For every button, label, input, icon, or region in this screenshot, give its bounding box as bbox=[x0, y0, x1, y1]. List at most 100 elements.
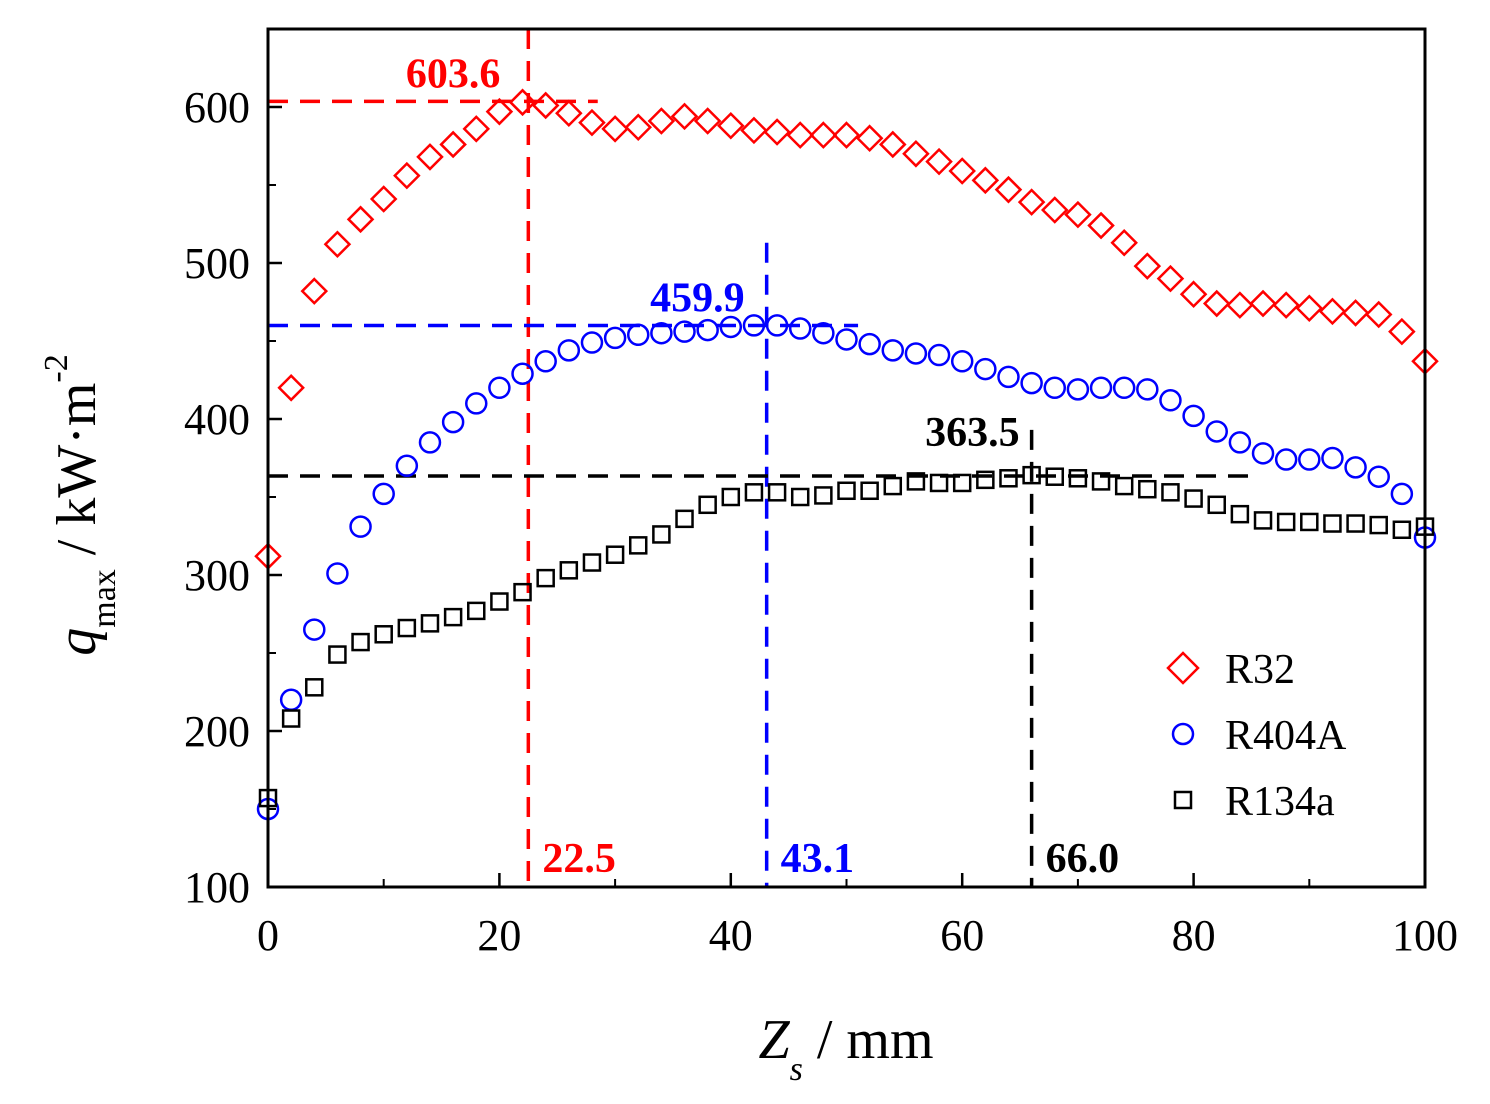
peak-position-label: 43.1 bbox=[781, 836, 855, 882]
r32-point bbox=[693, 107, 722, 135]
r404a-point bbox=[1182, 404, 1205, 428]
r404a-point bbox=[974, 357, 997, 381]
r134a-point bbox=[582, 553, 602, 572]
y-axis-title-sup: -2 bbox=[38, 354, 75, 382]
r134a-point bbox=[1207, 495, 1226, 515]
r134a-point bbox=[1184, 489, 1203, 508]
r32-point bbox=[763, 118, 791, 146]
r32-point bbox=[925, 147, 953, 176]
r134a-point bbox=[536, 568, 555, 588]
x-axis-title: Zs / mm bbox=[758, 1009, 933, 1088]
r134a-point bbox=[1091, 472, 1111, 491]
r32-point bbox=[531, 91, 560, 120]
r134a-point bbox=[906, 472, 926, 491]
r32-point bbox=[1272, 291, 1300, 319]
r32-point bbox=[624, 113, 653, 142]
r134a-point bbox=[443, 607, 463, 627]
r404a-point bbox=[279, 688, 303, 712]
x-axis-title-sub: s bbox=[790, 1051, 803, 1088]
r32-point bbox=[416, 143, 444, 171]
r134a-point bbox=[860, 481, 879, 501]
r32-point bbox=[1040, 196, 1069, 224]
r134a-point bbox=[1276, 512, 1296, 532]
r134a-point bbox=[1392, 520, 1412, 540]
y-tick-label: 100 bbox=[184, 863, 250, 912]
r404a-point bbox=[395, 454, 419, 478]
r32-point bbox=[832, 121, 861, 149]
r404a-point bbox=[580, 331, 604, 354]
y-axis-title-main: q bbox=[46, 628, 108, 656]
legend: R32 R404A R134a bbox=[1166, 647, 1347, 825]
r404a-point bbox=[812, 321, 835, 345]
legend-r134a-marker bbox=[1173, 790, 1193, 810]
r404a-point bbox=[1043, 376, 1067, 400]
r32-point bbox=[740, 116, 768, 145]
reference-lines-layer bbox=[268, 29, 1252, 887]
r404a-point bbox=[465, 392, 488, 415]
y-tick-label: 400 bbox=[184, 395, 250, 444]
r32-point bbox=[1388, 317, 1416, 346]
r32-point bbox=[1341, 299, 1370, 327]
x-tick-label: 20 bbox=[477, 911, 521, 960]
r32-point bbox=[809, 121, 838, 149]
r404a-point bbox=[997, 365, 1020, 389]
r32-point bbox=[393, 161, 421, 190]
annotations-layer: 603.6 22.5 459.9 43.1 363.5 66.0 bbox=[406, 51, 1119, 882]
r134a-point bbox=[999, 469, 1018, 488]
r32-point bbox=[439, 130, 467, 159]
r404a-point bbox=[881, 339, 905, 362]
r404a-point bbox=[950, 350, 974, 373]
r134a-point bbox=[513, 582, 532, 602]
r404a-point bbox=[557, 339, 581, 362]
r32-point bbox=[1249, 289, 1277, 318]
r134a-point bbox=[814, 486, 833, 505]
r32-point bbox=[1318, 297, 1347, 326]
r32-point bbox=[369, 185, 398, 213]
r134a-point bbox=[328, 645, 347, 664]
r134a-point bbox=[883, 476, 903, 496]
r404a-point bbox=[650, 321, 673, 345]
r404a-point bbox=[1298, 448, 1321, 471]
x-tick-label: 100 bbox=[1392, 911, 1458, 960]
r32-point bbox=[879, 130, 907, 159]
r404a-point bbox=[719, 315, 743, 339]
r32-point bbox=[1364, 300, 1393, 329]
x-axis-title-main: Z bbox=[758, 1009, 790, 1071]
r134a-point bbox=[1323, 514, 1342, 533]
legend-r404a-label: R404A bbox=[1225, 713, 1347, 759]
x-tick-label: 60 bbox=[940, 911, 984, 960]
r32-point bbox=[1064, 200, 1092, 229]
r134a-point bbox=[1022, 465, 1041, 485]
r404a-point bbox=[349, 515, 372, 538]
r32-point bbox=[323, 230, 352, 259]
r404a-point bbox=[441, 410, 465, 434]
r32-point bbox=[971, 166, 1000, 195]
r134a-point bbox=[467, 601, 486, 621]
r32-point bbox=[1133, 252, 1162, 280]
r32-point bbox=[1295, 294, 1324, 323]
r32-point bbox=[717, 111, 745, 140]
r32-point bbox=[1017, 188, 1046, 216]
r134a-point bbox=[1230, 504, 1250, 524]
r134a-point bbox=[744, 483, 764, 502]
r134a-point bbox=[1068, 469, 1088, 488]
r32-point bbox=[786, 121, 814, 149]
r32-point bbox=[555, 99, 583, 128]
r32-point bbox=[1156, 264, 1185, 293]
r32-point bbox=[578, 108, 606, 137]
r134a-point bbox=[559, 561, 579, 580]
r32-point bbox=[855, 124, 884, 152]
y-axis-title: qmax / kW·m-2 bbox=[38, 354, 123, 656]
r134a-point bbox=[305, 678, 324, 697]
y-tick-label: 200 bbox=[184, 707, 250, 756]
r404a-point bbox=[488, 376, 511, 400]
y-axis-title-unit: / kW·m bbox=[46, 383, 108, 570]
r134a-point bbox=[1369, 515, 1388, 535]
r32-point bbox=[462, 115, 491, 143]
legend-r32-marker bbox=[1166, 651, 1200, 685]
r404a-point bbox=[696, 318, 719, 342]
r404a-point bbox=[673, 320, 696, 343]
r32-point bbox=[647, 107, 676, 135]
r404a-point bbox=[326, 562, 349, 585]
